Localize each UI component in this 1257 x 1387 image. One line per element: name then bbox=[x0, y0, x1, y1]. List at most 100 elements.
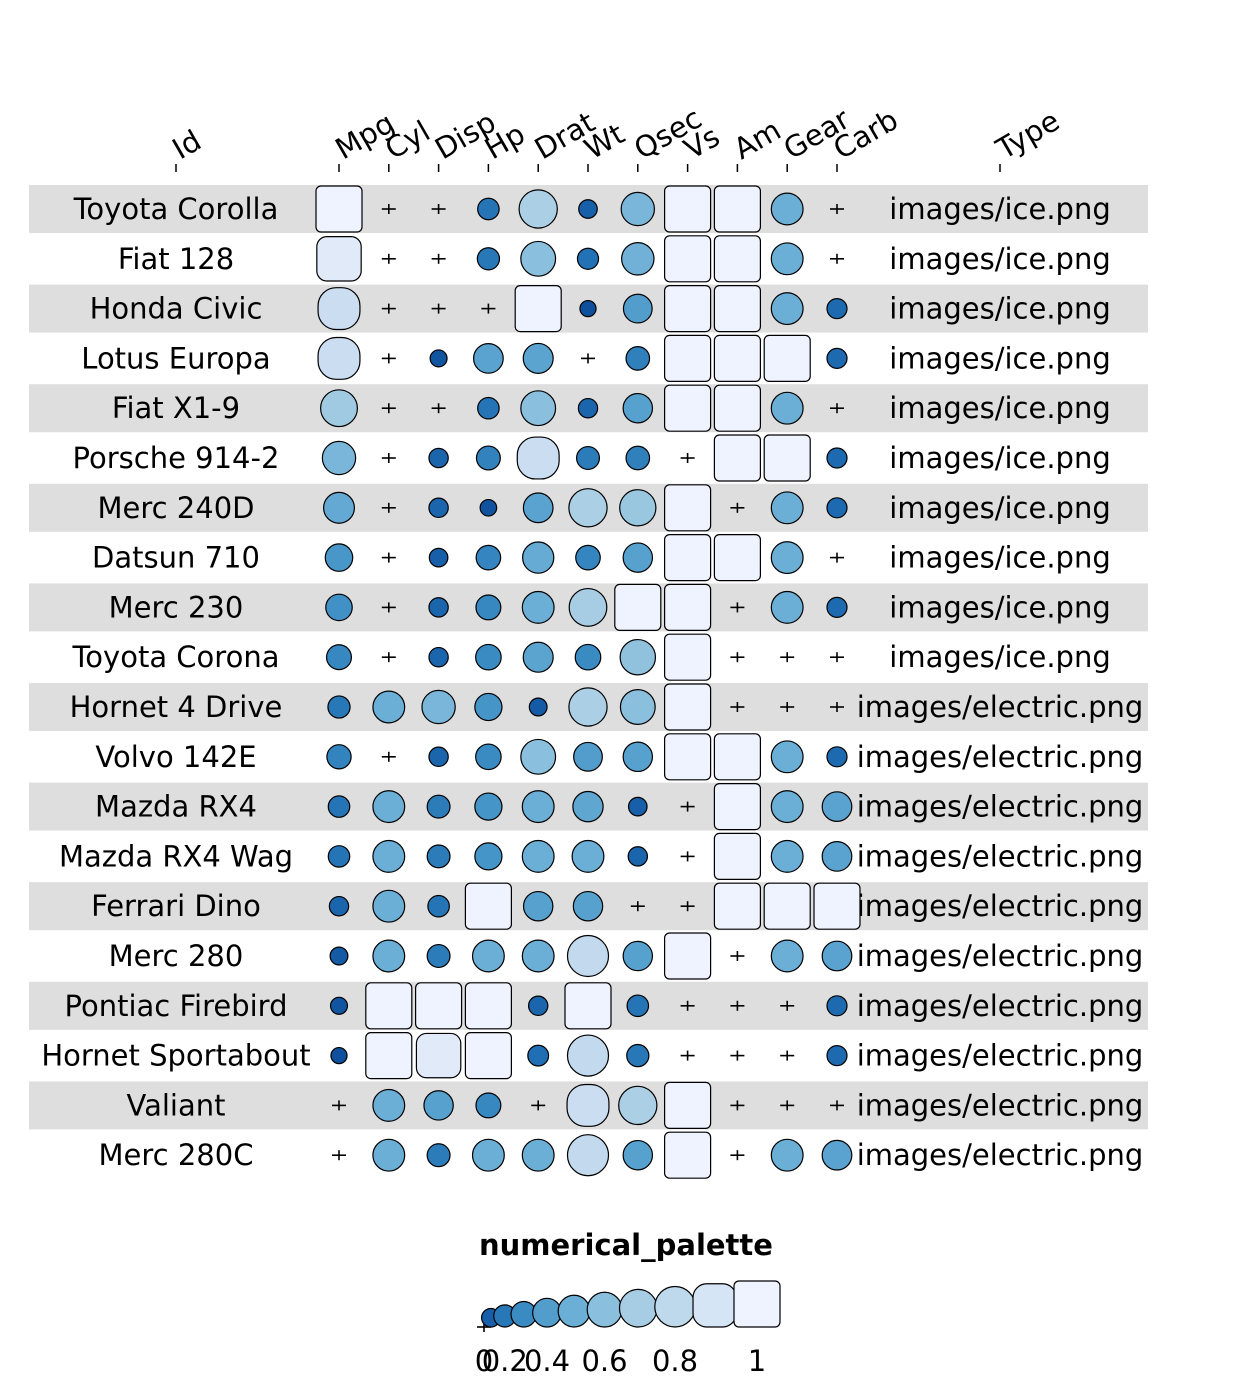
cell-am bbox=[713, 285, 762, 333]
cell-am bbox=[730, 602, 745, 613]
cell-disp bbox=[429, 349, 448, 368]
cell-qsec bbox=[627, 846, 649, 867]
cell-drat bbox=[521, 839, 555, 873]
cell-gear bbox=[763, 882, 811, 930]
cell-drat bbox=[521, 590, 555, 624]
row-label: Mazda RX4 Wag bbox=[59, 839, 293, 873]
cell-mpg bbox=[317, 287, 361, 331]
cell-cyl bbox=[381, 502, 396, 513]
cell-carb bbox=[830, 702, 844, 712]
legend-glyph bbox=[586, 1291, 623, 1328]
type-label: images/electric.png bbox=[857, 1039, 1144, 1073]
cell-drat bbox=[527, 995, 549, 1017]
cell-carb bbox=[826, 746, 848, 768]
cell-carb bbox=[826, 1044, 848, 1067]
cell-vs bbox=[663, 583, 712, 632]
cell-disp bbox=[431, 204, 446, 214]
cell-wt bbox=[566, 1034, 610, 1077]
legend-tick-label: 1 bbox=[748, 1344, 766, 1378]
cell-drat bbox=[522, 342, 554, 374]
cell-wt bbox=[568, 488, 608, 528]
cell-mpg bbox=[328, 895, 350, 917]
cell-mpg bbox=[316, 236, 362, 282]
cell-gear bbox=[770, 839, 804, 873]
cell-carb bbox=[821, 840, 853, 872]
cell-gear bbox=[780, 702, 795, 712]
row-label: Fiat X1-9 bbox=[112, 391, 240, 425]
cell-drat bbox=[522, 541, 555, 574]
cell-qsec bbox=[626, 1043, 650, 1068]
cell-disp bbox=[428, 746, 449, 768]
cell-drat bbox=[522, 641, 554, 673]
row-label: Valiant bbox=[127, 1088, 226, 1122]
cell-gear bbox=[770, 391, 804, 425]
cell-vs bbox=[663, 334, 712, 382]
cell-qsec bbox=[618, 1085, 658, 1126]
cell-carb bbox=[830, 403, 844, 414]
cell-cyl bbox=[381, 552, 396, 563]
cell-disp bbox=[428, 646, 449, 668]
cell-mpg bbox=[327, 795, 351, 818]
cell-am bbox=[713, 235, 762, 283]
cell-carb bbox=[830, 204, 844, 214]
type-labels: images/ice.png images/ice.png images/ice.p… bbox=[857, 192, 1144, 1172]
cell-am bbox=[730, 1050, 745, 1061]
cell-carb bbox=[826, 447, 848, 469]
cell-hp bbox=[471, 1138, 505, 1172]
column-header-id: Id bbox=[167, 123, 207, 166]
cell-cyl bbox=[372, 790, 406, 824]
cell-drat bbox=[531, 1100, 546, 1111]
cell-disp bbox=[431, 253, 446, 264]
cell-hp bbox=[477, 197, 500, 221]
row-label: Hornet 4 Drive bbox=[70, 690, 283, 724]
cell-gear bbox=[770, 740, 804, 774]
cell-vs bbox=[663, 733, 712, 781]
cell-disp bbox=[426, 794, 451, 819]
cell-gear bbox=[770, 939, 804, 973]
cell-disp bbox=[415, 982, 463, 1030]
cell-carb bbox=[813, 882, 861, 930]
cell-hp bbox=[479, 498, 498, 517]
cell-gear bbox=[770, 192, 804, 226]
cell-qsec bbox=[622, 392, 654, 424]
type-label: images/electric.png bbox=[857, 889, 1144, 923]
cell-qsec bbox=[625, 445, 651, 471]
cell-cyl bbox=[381, 751, 396, 762]
cell-mpg bbox=[332, 1150, 346, 1161]
cell-gear bbox=[770, 292, 804, 326]
row-label: Volvo 142E bbox=[95, 740, 256, 774]
cell-am bbox=[730, 951, 745, 961]
cell-am bbox=[713, 334, 762, 382]
cell-vs bbox=[663, 533, 712, 582]
cell-am bbox=[713, 533, 762, 582]
cell-disp bbox=[428, 547, 449, 568]
row-label: Fiat 128 bbox=[118, 242, 234, 276]
cell-cyl bbox=[381, 602, 396, 613]
cell-vs bbox=[680, 901, 695, 912]
cell-mpg bbox=[321, 440, 357, 476]
cell-wt bbox=[572, 790, 604, 823]
cell-vs bbox=[663, 185, 712, 233]
cell-vs bbox=[680, 1000, 695, 1011]
cell-drat bbox=[520, 240, 557, 277]
cell-carb bbox=[821, 1139, 853, 1171]
cell-cyl bbox=[372, 839, 406, 873]
cell-hp bbox=[481, 303, 496, 314]
cell-mpg bbox=[322, 491, 356, 524]
cell-hp bbox=[475, 544, 502, 571]
cell-wt bbox=[577, 397, 599, 419]
cell-carb bbox=[830, 552, 844, 563]
cell-vs bbox=[680, 851, 695, 862]
row-label: Mazda RX4 bbox=[95, 790, 257, 824]
row-label: Merc 280C bbox=[99, 1138, 254, 1172]
legend: numerical_palette 00.20.4 0.6 0.8 1 bbox=[475, 1228, 781, 1378]
cell-mpg bbox=[326, 744, 352, 770]
cell-vs bbox=[680, 1050, 695, 1061]
cell-am bbox=[713, 434, 762, 482]
cell-wt bbox=[573, 741, 603, 772]
cell-wt bbox=[566, 1083, 610, 1127]
cell-hp bbox=[475, 445, 501, 471]
cell-gear bbox=[780, 1050, 795, 1061]
cell-qsec bbox=[622, 293, 653, 324]
cell-cyl bbox=[381, 253, 396, 264]
